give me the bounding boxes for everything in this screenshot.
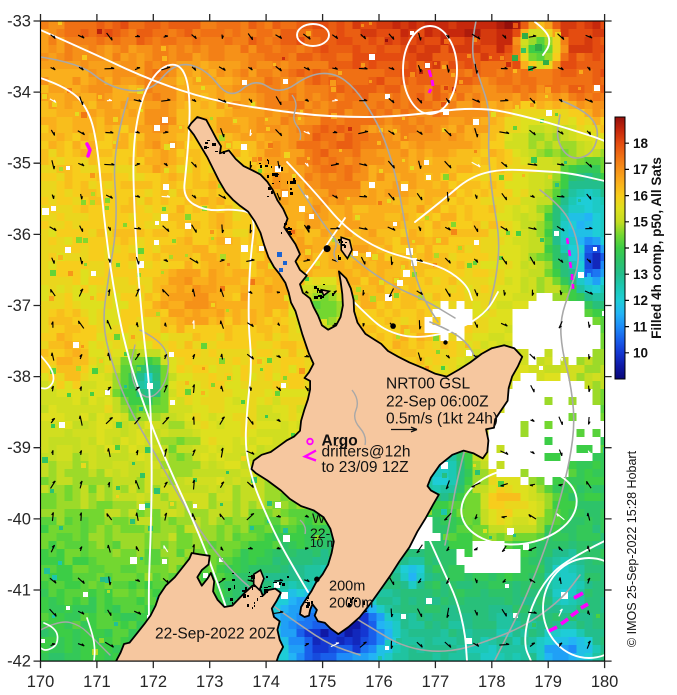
svg-text:-39: -39 (7, 439, 31, 457)
svg-text:drifters@12h: drifters@12h (322, 444, 411, 461)
svg-text:Argo: Argo (322, 433, 358, 450)
svg-text:NRT00 GSL: NRT00 GSL (386, 376, 471, 393)
svg-text:18: 18 (633, 136, 649, 151)
svg-text:10 m: 10 m (310, 536, 337, 550)
svg-text:-38: -38 (7, 368, 31, 386)
svg-text:-34: -34 (7, 84, 31, 102)
svg-text:22-: 22- (310, 525, 331, 541)
svg-text:15: 15 (633, 215, 649, 230)
svg-text:© IMOS 25-Sep-2022 15:28 Hobar: © IMOS 25-Sep-2022 15:28 Hobart (625, 450, 639, 647)
svg-text:0.5m/s (1kt 24h): 0.5m/s (1kt 24h) (386, 411, 498, 428)
svg-text:2000m: 2000m (329, 596, 373, 612)
svg-text:180: 180 (591, 673, 619, 691)
svg-text:177: 177 (422, 673, 450, 691)
svg-text:-33: -33 (7, 13, 31, 31)
svg-text:-36: -36 (7, 226, 31, 244)
svg-text:14: 14 (633, 241, 649, 256)
svg-text:171: 171 (83, 673, 111, 691)
svg-text:12: 12 (633, 293, 648, 308)
svg-text:22-Sep-2022 20Z: 22-Sep-2022 20Z (155, 626, 276, 643)
svg-text:173: 173 (196, 673, 224, 691)
svg-text:200m: 200m (329, 579, 365, 595)
svg-text:172: 172 (140, 673, 168, 691)
svg-text:to 23/09 12Z: to 23/09 12Z (322, 459, 409, 476)
svg-text:11: 11 (633, 319, 648, 334)
svg-text:17: 17 (633, 162, 648, 177)
svg-text:10: 10 (633, 346, 648, 361)
svg-text:-35: -35 (7, 155, 31, 173)
svg-text:-41: -41 (7, 581, 31, 599)
svg-text:13: 13 (633, 267, 649, 282)
svg-text:16: 16 (633, 188, 649, 203)
svg-text:-42: -42 (7, 653, 31, 671)
svg-text:22-Sep 06:00Z: 22-Sep 06:00Z (386, 394, 489, 411)
svg-text:176: 176 (365, 673, 393, 691)
svg-text:178: 178 (478, 673, 506, 691)
svg-text:Filled 4h comp, p50, All Sats: Filled 4h comp, p50, All Sats (649, 157, 664, 339)
svg-text:174: 174 (252, 673, 280, 691)
svg-text:179: 179 (534, 673, 562, 691)
svg-text:-40: -40 (7, 510, 31, 528)
svg-text:-37: -37 (7, 297, 31, 315)
svg-text:170: 170 (27, 673, 55, 691)
svg-text:175: 175 (309, 673, 337, 691)
